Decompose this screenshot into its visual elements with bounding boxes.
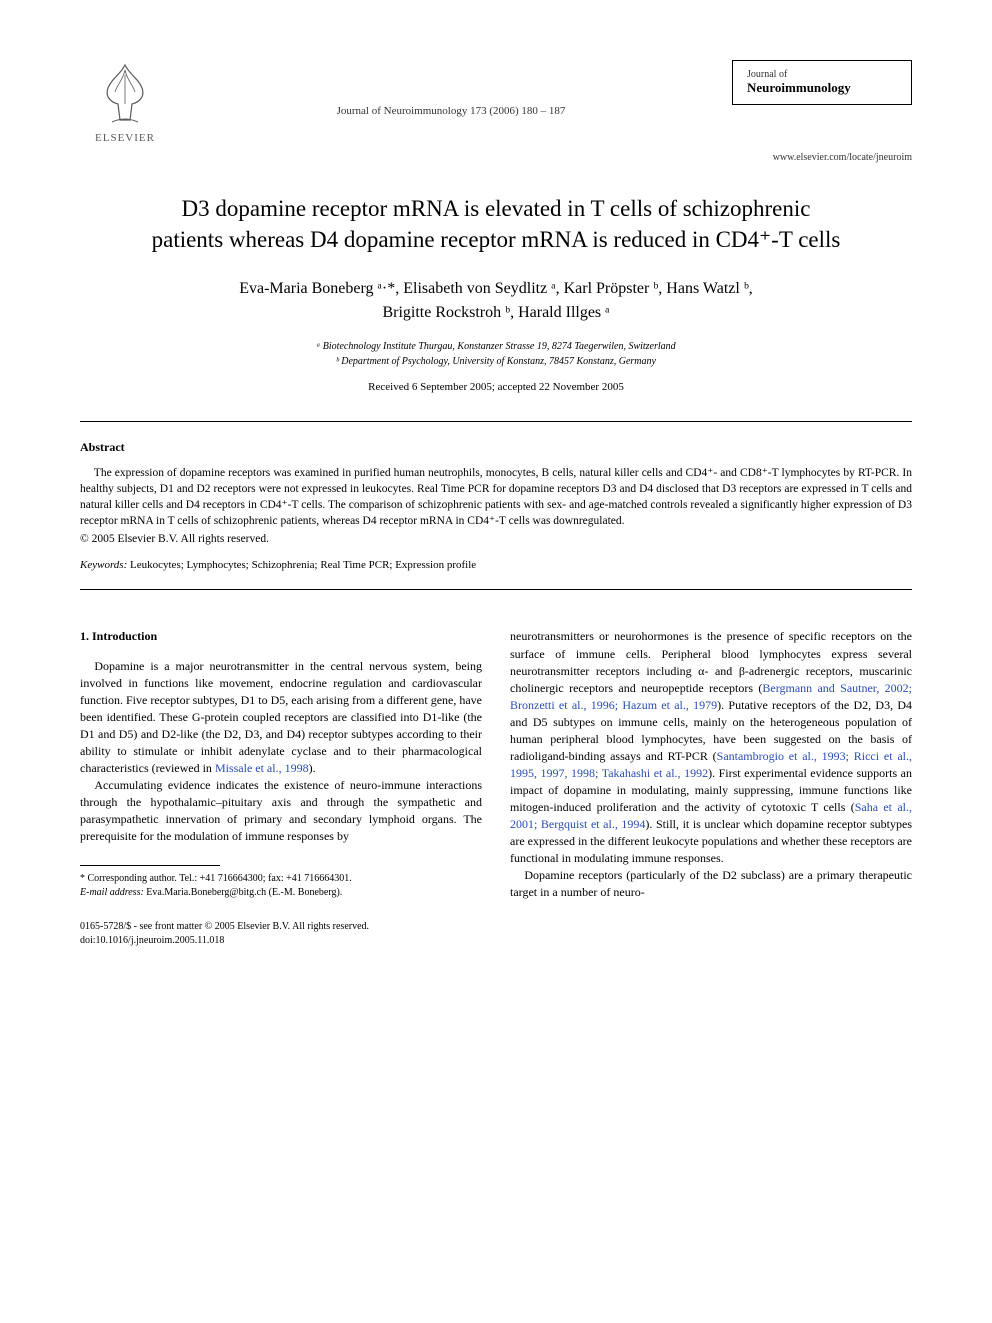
- authors-line-2: Brigitte Rockstroh ᵇ, Harald Illges ᵃ: [382, 304, 609, 321]
- footnote-email-label: E-mail address:: [80, 887, 144, 898]
- journal-box-wrap: Journal of Neuroimmunology: [732, 60, 912, 105]
- journal-title-box: Journal of Neuroimmunology: [732, 60, 912, 105]
- journal-url: www.elsevier.com/locate/jneuroim: [80, 152, 912, 163]
- abstract-text: The expression of dopamine receptors was…: [80, 465, 912, 529]
- intro-p1-end: ).: [309, 761, 316, 775]
- rule-top: [80, 421, 912, 422]
- rule-bottom: [80, 589, 912, 590]
- footnote-email: Eva.Maria.Boneberg@bitg.ch (E.-M. Bonebe…: [144, 887, 343, 898]
- footnote-corr: * Corresponding author. Tel.: +41 716664…: [80, 872, 482, 886]
- abstract-heading: Abstract: [80, 440, 912, 455]
- corresponding-author-footnote: * Corresponding author. Tel.: +41 716664…: [80, 872, 482, 900]
- authors-line-1: Eva-Maria Boneberg ᵃ·*, Elisabeth von Se…: [239, 280, 753, 297]
- intro-para-2-cont: neurotransmitters or neurohormones is th…: [510, 628, 912, 866]
- keywords-label: Keywords:: [80, 559, 127, 571]
- intro-para-2: Accumulating evidence indicates the exis…: [80, 777, 482, 845]
- journal-reference: Journal of Neuroimmunology 173 (2006) 18…: [170, 60, 732, 117]
- keywords: Keywords: Leukocytes; Lymphocytes; Schiz…: [80, 559, 912, 571]
- intro-para-3: Dopamine receptors (particularly of the …: [510, 867, 912, 901]
- intro-p1-text: Dopamine is a major neurotransmitter in …: [80, 659, 482, 775]
- authors: Eva-Maria Boneberg ᵃ·*, Elisabeth von Se…: [80, 277, 912, 325]
- publisher-label: ELSEVIER: [95, 132, 155, 144]
- title-line-1: D3 dopamine receptor mRNA is elevated in…: [182, 196, 811, 221]
- abstract-block: Abstract The expression of dopamine rece…: [80, 440, 912, 545]
- paper-header: ELSEVIER Journal of Neuroimmunology 173 …: [80, 60, 912, 144]
- abstract-copyright: © 2005 Elsevier B.V. All rights reserved…: [80, 533, 912, 545]
- column-left: 1. Introduction Dopamine is a major neur…: [80, 628, 482, 947]
- publisher-logo-block: ELSEVIER: [80, 60, 170, 144]
- footer-doi: doi:10.1016/j.jneuroim.2005.11.018: [80, 934, 482, 948]
- journal-box-small: Journal of: [747, 69, 897, 80]
- section-1-heading: 1. Introduction: [80, 628, 482, 645]
- footer-front-matter: 0165-5728/$ - see front matter © 2005 El…: [80, 920, 482, 934]
- elsevier-tree-icon: [90, 60, 160, 130]
- footer-block: 0165-5728/$ - see front matter © 2005 El…: [80, 920, 482, 948]
- paper-title: D3 dopamine receptor mRNA is elevated in…: [80, 193, 912, 255]
- title-line-2: patients whereas D4 dopamine receptor mR…: [152, 227, 841, 252]
- keywords-text: Leukocytes; Lymphocytes; Schizophrenia; …: [127, 559, 476, 571]
- intro-para-1: Dopamine is a major neurotransmitter in …: [80, 658, 482, 777]
- affiliations: ᵃ Biotechnology Institute Thurgau, Konst…: [80, 339, 912, 369]
- footnote-email-line: E-mail address: Eva.Maria.Boneberg@bitg.…: [80, 886, 482, 900]
- footnote-rule: [80, 865, 220, 866]
- affiliation-a: ᵃ Biotechnology Institute Thurgau, Konst…: [316, 341, 675, 352]
- citation-missale[interactable]: Missale et al., 1998: [215, 761, 309, 775]
- column-right: neurotransmitters or neurohormones is th…: [510, 628, 912, 947]
- body-columns: 1. Introduction Dopamine is a major neur…: [80, 628, 912, 947]
- affiliation-b: ᵇ Department of Psychology, University o…: [336, 356, 656, 367]
- journal-box-title: Neuroimmunology: [747, 80, 897, 96]
- article-dates: Received 6 September 2005; accepted 22 N…: [80, 381, 912, 393]
